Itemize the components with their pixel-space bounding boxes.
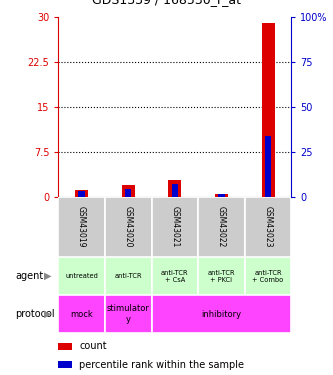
- Text: anti-TCR
+ Combo: anti-TCR + Combo: [252, 270, 284, 283]
- Bar: [218, 194, 225, 197]
- Bar: [198, 257, 245, 295]
- Bar: [78, 191, 85, 197]
- Bar: [265, 136, 271, 197]
- Bar: [171, 184, 178, 197]
- Bar: [125, 189, 132, 197]
- Text: mock: mock: [70, 310, 93, 319]
- Bar: [105, 295, 152, 333]
- Bar: [152, 295, 291, 333]
- Text: percentile rank within the sample: percentile rank within the sample: [79, 360, 244, 370]
- Bar: [245, 257, 291, 295]
- Bar: [105, 257, 152, 295]
- Bar: [152, 257, 198, 295]
- Text: ▶: ▶: [44, 309, 52, 319]
- Bar: [261, 23, 275, 197]
- Text: untreated: untreated: [65, 273, 98, 279]
- Text: GSM43023: GSM43023: [263, 206, 273, 248]
- Text: GSM43021: GSM43021: [170, 206, 179, 248]
- Bar: [168, 180, 181, 197]
- Text: anti-TCR
+ PKCi: anti-TCR + PKCi: [208, 270, 235, 283]
- Text: GDS1339 / 168530_r_at: GDS1339 / 168530_r_at: [92, 0, 241, 6]
- Bar: [152, 197, 198, 257]
- Text: GSM43020: GSM43020: [124, 206, 133, 248]
- Bar: [105, 197, 152, 257]
- Text: ▶: ▶: [44, 271, 52, 281]
- Bar: [58, 361, 72, 368]
- Bar: [58, 295, 105, 333]
- Bar: [58, 197, 105, 257]
- Text: stimulator
y: stimulator y: [107, 304, 150, 324]
- Text: GSM43019: GSM43019: [77, 206, 86, 248]
- Text: protocol: protocol: [15, 309, 55, 319]
- Text: anti-TCR
+ CsA: anti-TCR + CsA: [161, 270, 188, 283]
- Bar: [58, 343, 72, 350]
- Bar: [75, 190, 88, 197]
- Bar: [58, 257, 105, 295]
- Text: anti-TCR: anti-TCR: [115, 273, 142, 279]
- Bar: [215, 194, 228, 197]
- Text: count: count: [79, 341, 107, 351]
- Text: inhibitory: inhibitory: [201, 310, 241, 319]
- Text: GSM43022: GSM43022: [217, 206, 226, 248]
- Text: agent: agent: [15, 271, 43, 281]
- Bar: [245, 197, 291, 257]
- Bar: [198, 197, 245, 257]
- Bar: [122, 184, 135, 197]
